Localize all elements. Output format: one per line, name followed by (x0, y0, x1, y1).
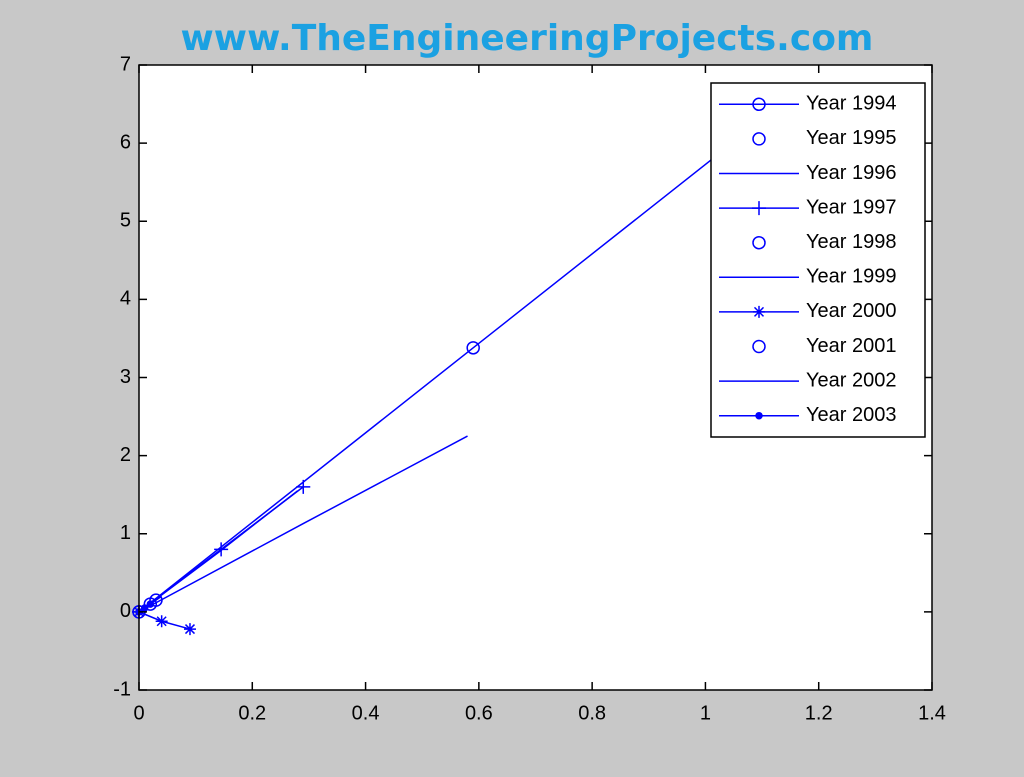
marker (155, 615, 168, 628)
legend-marker (752, 235, 766, 250)
x-tick-label: 0.6 (465, 702, 493, 724)
marker (146, 600, 155, 608)
y-tick-label: 2 (120, 444, 131, 466)
series-line (138, 119, 763, 613)
marker (140, 604, 149, 612)
legend-label: Year 2000 (806, 300, 896, 322)
marker (296, 479, 311, 494)
x-tick-label: 0.2 (238, 702, 266, 724)
legend-label: Year 2003 (806, 404, 896, 426)
x-tick-label: 0 (133, 702, 144, 724)
legend-label: Year 1999 (806, 266, 896, 288)
chart-title: www.TheEngineeringProjects.com (181, 18, 874, 59)
series-line (138, 490, 299, 613)
marker (183, 623, 196, 636)
legend-marker (755, 411, 763, 420)
series-line (138, 435, 468, 613)
legend-label: Year 1998 (806, 231, 896, 253)
legend-marker (753, 305, 765, 318)
y-tick-label: 4 (120, 288, 131, 310)
legend-marker (752, 201, 766, 216)
marker (466, 341, 480, 355)
x-tick-label: 1 (700, 702, 711, 724)
legend-label: Year 1995 (806, 127, 896, 149)
legend-label: Year 2001 (806, 335, 896, 357)
legend-box (710, 82, 926, 438)
legend-label: Year 1994 (806, 93, 896, 115)
y-tick-label: 5 (120, 210, 131, 232)
x-tick-label: 0.8 (578, 702, 606, 724)
x-tick-label: 1.4 (918, 702, 946, 724)
y-tick-label: 0 (120, 600, 131, 622)
x-tick-label: 0.4 (352, 702, 380, 724)
legend-marker (752, 97, 766, 112)
legend-label: Year 1997 (806, 196, 896, 218)
y-tick-label: 3 (120, 366, 131, 388)
y-tick-label: 7 (120, 53, 131, 75)
x-tick-label: 1.2 (805, 702, 833, 724)
y-tick-label: -1 (113, 678, 131, 700)
legend-marker (752, 132, 766, 146)
y-tick-label: 1 (120, 522, 131, 544)
legend: Year 1994 Year 1995 Year 1996 Year 1997 Year… (710, 82, 926, 438)
y-tick-label: 6 (120, 131, 131, 153)
legend-label: Year 2002 (806, 369, 896, 391)
marker (149, 593, 163, 607)
legend-marker (752, 339, 766, 354)
legend-label: Year 1996 (806, 162, 896, 184)
